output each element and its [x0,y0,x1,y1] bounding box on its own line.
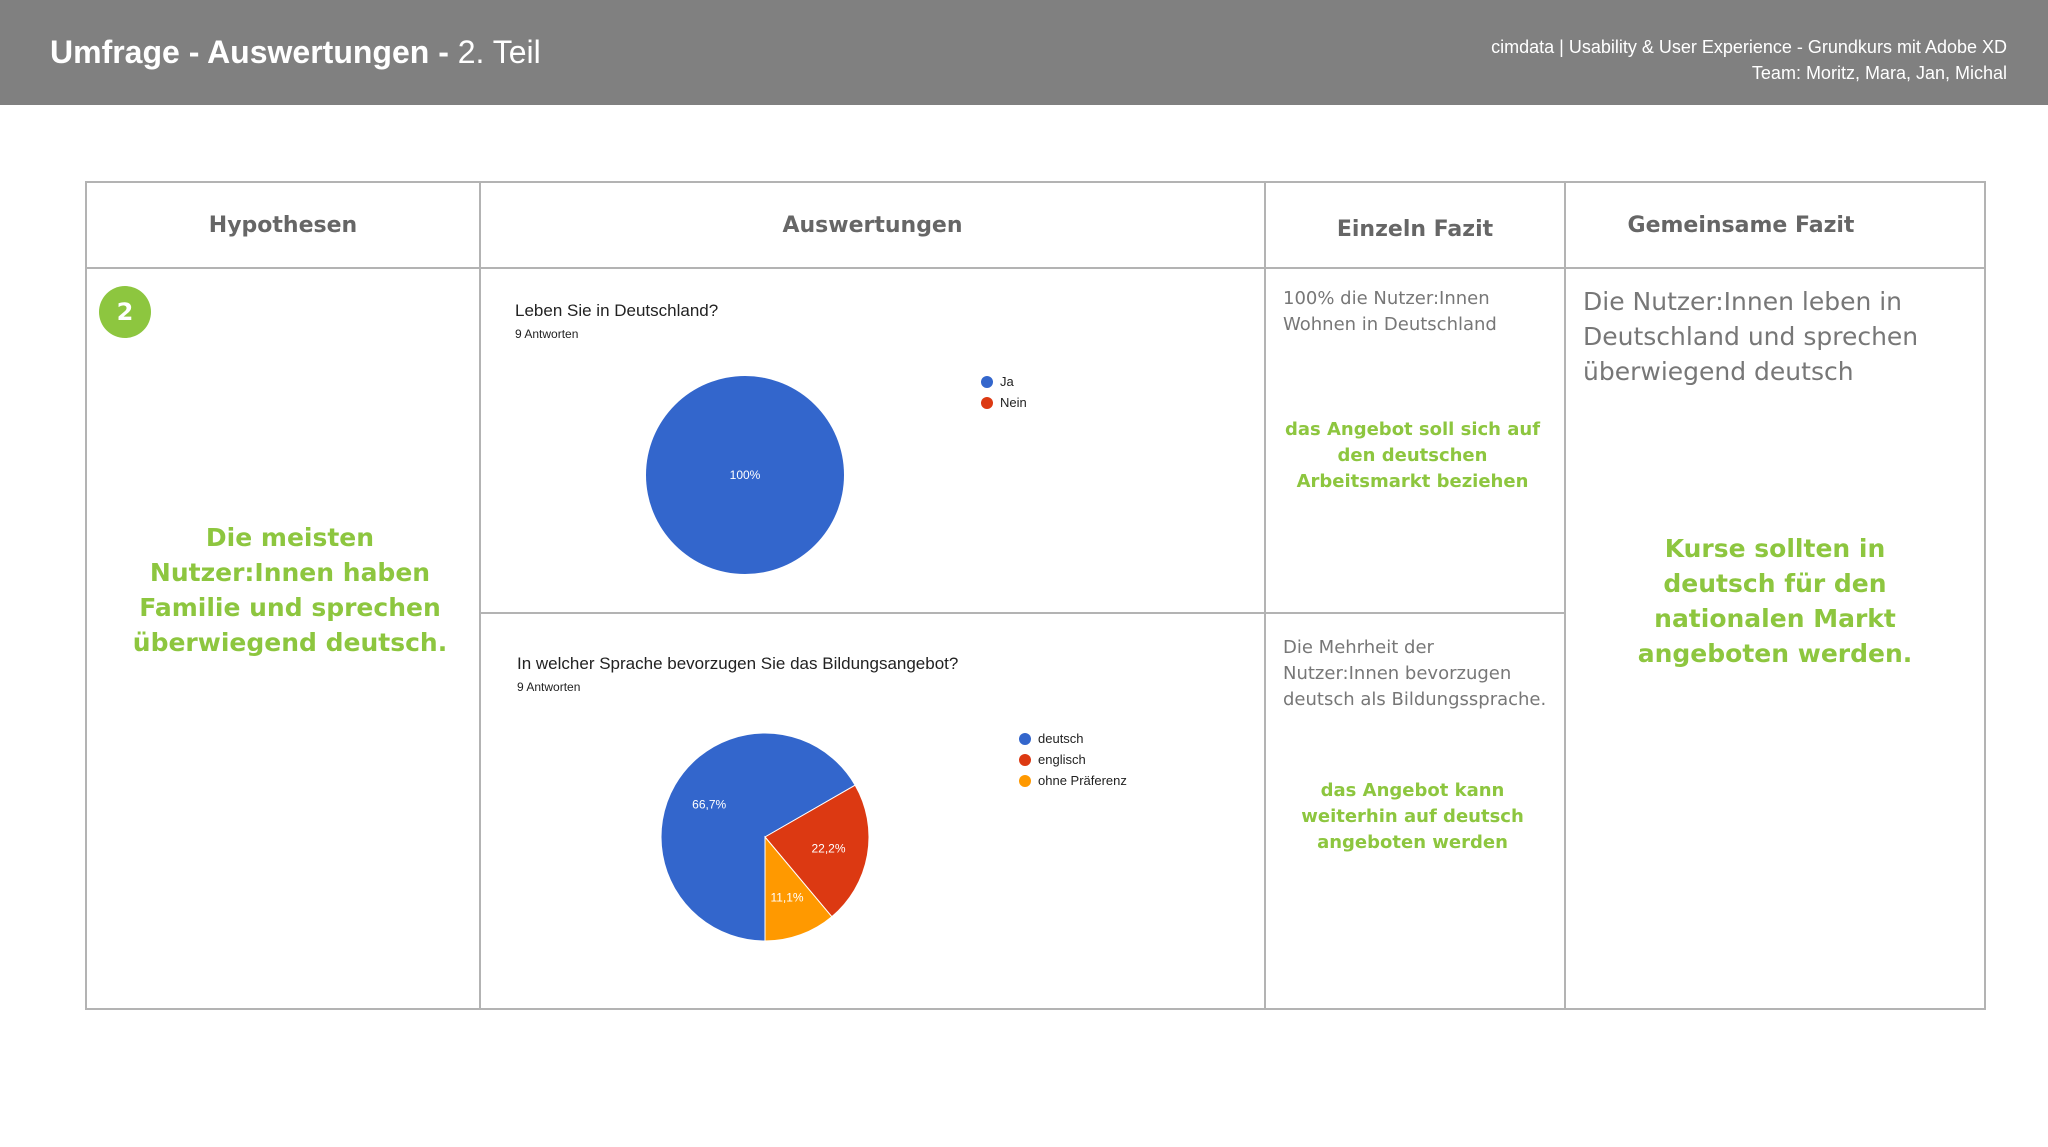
common-fazit-text: Die Nutzer:Innen leben in Deutschland un… [1583,287,1919,386]
chart2-legend: deutsch englisch ohne Präferenz [1019,728,1127,791]
chart2-legend-label: ohne Präferenz [1038,773,1127,788]
chart2-legend-swatch [1019,732,1031,745]
chart1-legend-label: Nein [1000,395,1027,410]
chart2-data-label: 11,1% [770,891,803,905]
chart2-slice-ohne-pr-ferenz [764,835,833,942]
chart1-slice-ja [646,376,844,574]
chart1-legend-label: Ja [1000,374,1014,389]
chart1-title: Leben Sie in Deutschland? [515,301,719,320]
hypothesis-number-badge: 2 [99,286,151,338]
chart1-legend: Ja Nein [981,371,1027,413]
chart2-legend-swatch [1019,774,1031,787]
chart1-legend-item: Ja [981,371,1027,392]
hypothesis-text: Die meisten Nutzer:Innen haben Familie u… [132,523,448,657]
results-table: Hypothesen Auswertungen Einzeln Fazit Ge… [85,181,1986,1010]
divider [1564,183,1566,1008]
chart1-data-label: 100% [730,468,761,482]
chart2-slice-deutsch [660,732,856,942]
fazit2-text: Die Mehrheit der Nutzer:Innen bevorzugen… [1283,637,1547,710]
chart2-legend-item: deutsch [1019,728,1127,749]
page-title-bold: Umfrage - Auswertungen - [50,34,449,70]
chart2-legend-label: englisch [1038,752,1086,767]
header-einzeln-fazit: Einzeln Fazit [1336,217,1494,242]
divider [1264,183,1266,1008]
fazit1-text: 100% die Nutzer:Innen Wohnen in Deutschl… [1283,288,1497,335]
common-fazit-conclusion: Kurse sollten in deutsch für den nationa… [1637,534,1913,668]
chart2-subtitle: 9 Antworten [517,680,581,694]
page-title: Umfrage - Auswertungen - 2. Teil [50,34,541,71]
chart2-data-label: 22,2% [811,841,845,855]
chart1-legend-swatch [981,396,993,409]
fazit2-conclusion: das Angebot kann weiterhin auf deutsch a… [1301,780,1524,853]
chart2-legend-item: englisch [1019,749,1127,770]
divider [87,267,1984,269]
chart1-legend-swatch [981,375,993,388]
credit-course: cimdata | Usability & User Experience - … [1491,37,2007,57]
divider [479,612,1566,614]
chart2-slice-englisch [764,784,870,918]
chart2-legend-swatch [1019,753,1031,766]
chart2-data-label: 66,7% [692,798,726,812]
header-auswertungen: Auswertungen [782,213,963,238]
fazit1-conclusion: das Angebot soll sich auf den deutschen … [1284,419,1541,492]
chart2-legend-label: deutsch [1038,731,1084,746]
chart1-legend-item: Nein [981,392,1027,413]
chart1-subtitle: 9 Antworten [515,327,579,341]
chart2-legend-item: ohne Präferenz [1019,770,1127,791]
page-title-part: 2. Teil [457,34,541,70]
header-hypothesen: Hypothesen [208,213,358,238]
chart1-pie: 100% [646,376,844,574]
header-bar: Umfrage - Auswertungen - 2. Teil cimdata… [0,0,2048,105]
header-gemeinsame-fazit: Gemeinsame Fazit [1627,213,1855,238]
chart2-title: In welcher Sprache bevorzugen Sie das Bi… [517,654,959,673]
credit-team: Team: Moritz, Mara, Jan, Michal [1751,63,2007,83]
chart2-pie: 66,7% 22,2% 11,1% [660,732,870,942]
divider [479,183,481,1008]
header-credits: cimdata | Usability & User Experience - … [1491,34,2007,86]
